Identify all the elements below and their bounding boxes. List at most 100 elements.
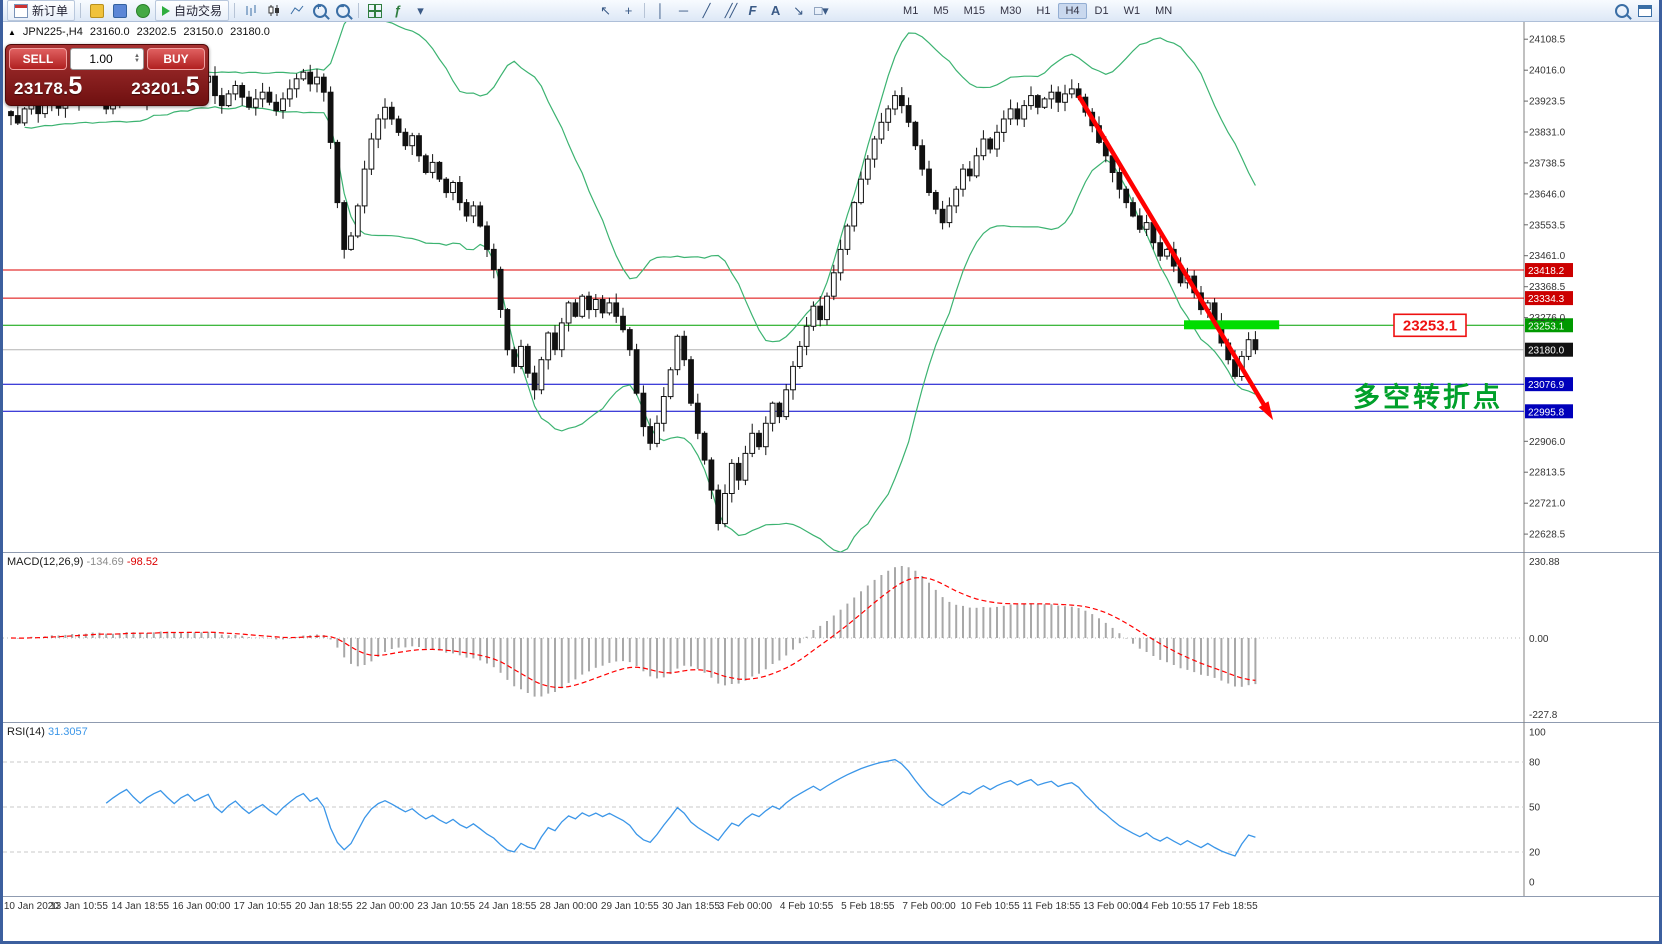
symbol-period: JPN225-,H4 (22, 26, 83, 38)
rsi-panel[interactable]: RSI(14) 31.3057 100 80 50 20 0 (3, 722, 1659, 896)
sell-button[interactable]: SELL (9, 48, 67, 70)
timeframe-m30[interactable]: M30 (1000, 4, 1022, 17)
search-icon[interactable] (1611, 2, 1632, 20)
text-icon[interactable]: A (770, 3, 781, 18)
fibonacci-icon[interactable]: F (748, 3, 757, 18)
svg-text:22628.5: 22628.5 (1529, 530, 1566, 541)
volume-down-button[interactable]: ▼ (134, 58, 140, 64)
time-label: 17 Jan 10:55 (233, 901, 292, 912)
candlestick-chart-icon[interactable] (263, 2, 284, 20)
profiles-icon[interactable] (109, 2, 130, 20)
volume-up-button[interactable]: ▲ (134, 53, 140, 59)
svg-text:23461.0: 23461.0 (1529, 251, 1566, 262)
volume-box: ▲ ▼ (70, 48, 144, 70)
time-label: 30 Jan 18:55 (662, 901, 720, 912)
zoom-out-icon[interactable] (332, 2, 353, 20)
svg-text:22995.8: 22995.8 (1528, 407, 1565, 418)
svg-text:-227.8: -227.8 (1529, 710, 1558, 721)
svg-text:23253.1: 23253.1 (1403, 317, 1457, 334)
svg-text:MACD(12,26,9) -134.69 -98.52: MACD(12,26,9) -134.69 -98.52 (7, 556, 158, 568)
timeframe-mn[interactable]: MN (1155, 4, 1173, 17)
svg-text:多空转折点: 多空转折点 (1353, 382, 1503, 413)
time-label: 20 Jan 18:55 (294, 901, 353, 912)
svg-text:230.88: 230.88 (1529, 557, 1560, 568)
time-label: 28 Jan 00:00 (539, 901, 598, 912)
svg-text:23368.5: 23368.5 (1529, 282, 1566, 293)
svg-text:22721.0: 22721.0 (1529, 499, 1566, 510)
horizontal-line-icon[interactable]: ─ (678, 3, 689, 18)
crosshair-icon[interactable]: + (624, 3, 633, 18)
trendline-icon[interactable]: ╱ (702, 3, 711, 18)
bar-chart-icon[interactable] (240, 2, 261, 20)
volume-spinner: ▲ ▼ (131, 53, 143, 64)
channel-icon[interactable]: ╱╱ (724, 3, 738, 18)
sell-price: 23178.5 (14, 72, 83, 100)
svg-text:23276.0: 23276.0 (1529, 313, 1566, 324)
svg-text:23334.3: 23334.3 (1528, 294, 1565, 305)
line-chart-icon[interactable] (286, 2, 307, 20)
new-order-button[interactable]: 新订单 (7, 0, 76, 21)
time-label: 17 Feb 18:55 (1198, 901, 1258, 912)
svg-text:80: 80 (1529, 758, 1541, 769)
auto-trading-label: 自动交易 (174, 4, 223, 18)
volume-input[interactable] (71, 51, 132, 67)
macd-svg: MACD(12,26,9) -134.69 -98.52 230.88 0.00 -2… (3, 552, 1659, 722)
timeframe-d1[interactable]: D1 (1094, 4, 1109, 17)
timeframe-w1[interactable]: W1 (1123, 4, 1141, 17)
low-value: 23150.0 (183, 26, 224, 38)
vertical-line-icon[interactable]: │ (656, 3, 665, 18)
svg-text:100: 100 (1529, 728, 1546, 739)
open-value: 23160.0 (89, 26, 130, 38)
time-label: 14 Jan 18:55 (111, 901, 170, 912)
svg-text:0.00: 0.00 (1529, 634, 1549, 645)
auto-trading-button[interactable]: 自动交易 (155, 0, 230, 21)
buy-button[interactable]: BUY (147, 48, 205, 70)
toolbar-separator (644, 3, 646, 18)
zoom-in-icon[interactable] (309, 2, 330, 20)
main-chart-svg: 23418.2 23334.3 23253.1 23180.0 23076.9 22995… (3, 12, 1573, 553)
time-label: 4 Feb 10:55 (779, 901, 834, 912)
indicator-list-dropdown-icon[interactable]: ▾ (417, 3, 424, 18)
time-axis[interactable]: 10 Jan 2020 13 Jan 10:55 14 Jan 18:55 16 Ja… (3, 896, 1659, 922)
time-label: 3 Feb 00:00 (718, 901, 773, 912)
svg-text:24108.5: 24108.5 (1529, 35, 1566, 46)
symbol-direction-icon: ▲ (8, 27, 16, 37)
timeframe-h4[interactable]: H4 (1058, 2, 1087, 19)
svg-text:23553.5: 23553.5 (1529, 220, 1566, 231)
tile-windows-icon[interactable] (364, 2, 385, 20)
time-label: 16 Jan 00:00 (172, 901, 231, 912)
indicators-icon[interactable]: ƒ (393, 3, 402, 18)
shapes-icon[interactable]: □▾ (814, 3, 829, 18)
svg-text:0: 0 (1529, 878, 1535, 889)
svg-text:23738.5: 23738.5 (1529, 158, 1566, 169)
macd-panel[interactable]: MACD(12,26,9) -134.69 -98.52 230.88 0.00 -2… (3, 552, 1659, 722)
new-window-icon[interactable] (1634, 2, 1655, 20)
one-click-trading-panel: SELL ▲ ▼ BUY 23178.5 23201.5 (5, 44, 209, 106)
timeframe-h1[interactable]: H1 (1036, 4, 1051, 17)
time-label: 29 Jan 10:55 (600, 901, 659, 912)
arrows-icon[interactable]: ↘ (793, 3, 804, 18)
svg-text:22906.0: 22906.0 (1529, 437, 1566, 448)
charts-grid-icon[interactable] (86, 2, 107, 20)
toolbar-separator (234, 3, 236, 18)
svg-text:23923.5: 23923.5 (1529, 97, 1566, 108)
cursor-icon[interactable]: ↖ (600, 3, 611, 18)
timeframe-toolbar: M1 M5 M15 M30 H1 H4 D1 W1 MN (896, 2, 1179, 19)
svg-text:RSI(14) 31.3057: RSI(14) 31.3057 (7, 726, 88, 738)
new-order-icon (14, 3, 28, 18)
svg-text:23418.2: 23418.2 (1528, 266, 1565, 277)
timeframe-m15[interactable]: M15 (963, 4, 985, 17)
close-value: 23180.0 (230, 26, 270, 38)
svg-text:23253.1: 23253.1 (1528, 321, 1565, 332)
time-label: 11 Feb 18:55 (1022, 901, 1081, 912)
price-chart[interactable]: 23418.2 23334.3 23253.1 23180.0 23076.9 22995… (3, 12, 1659, 553)
timeframe-m5[interactable]: M5 (933, 4, 949, 17)
timeframe-m1[interactable]: M1 (903, 4, 919, 17)
svg-text:24016.0: 24016.0 (1529, 66, 1566, 77)
main-toolbar: 新订单 自动交易 ƒ ▾ ↖ + │ ─ ╱ ╱╱ F (3, 0, 1659, 22)
time-label: 5 Feb 18:55 (841, 901, 895, 912)
svg-text:23646.0: 23646.0 (1529, 189, 1566, 200)
time-label: 13 Jan 10:55 (50, 901, 108, 912)
refresh-icon[interactable] (132, 2, 153, 20)
